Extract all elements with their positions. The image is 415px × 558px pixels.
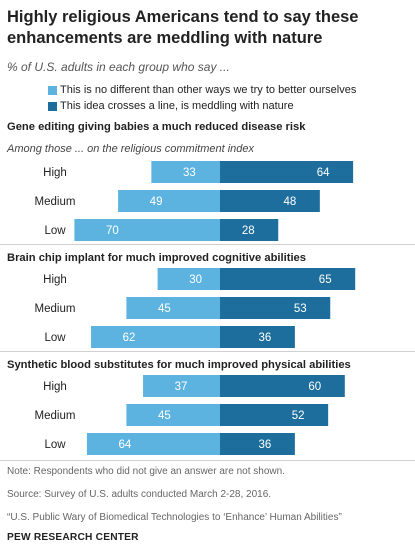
bar-no-different (74, 219, 221, 241)
bar-value-label: 48 (283, 196, 296, 208)
bar-value-label: 37 (175, 381, 188, 393)
bar-value-label: 60 (308, 381, 321, 393)
footnote: Note: Respondents who did not give an an… (7, 466, 285, 477)
bar-value-label: 65 (319, 274, 332, 286)
bar-value-label: 64 (317, 167, 330, 179)
legend-item-no-different: This is no different than other ways we … (48, 82, 356, 98)
bar-crosses-line (220, 297, 331, 319)
report-title: “U.S. Public Wary of Biomedical Technolo… (7, 512, 342, 523)
bar-value-label: 36 (258, 332, 271, 344)
bar-value-label: 62 (123, 332, 136, 344)
bar-crosses-line (220, 326, 295, 348)
bar-no-different (118, 190, 220, 212)
category-label: Medium (35, 196, 76, 208)
legend-swatch-left (48, 85, 57, 95)
legend-item-crosses-line: This idea crosses a line, is meddling wi… (48, 98, 356, 114)
bar-value-label: 30 (189, 274, 202, 286)
category-label: Low (44, 332, 66, 344)
source-note: Source: Survey of U.S. adults conducted … (7, 489, 272, 500)
bar-crosses-line (220, 375, 345, 397)
category-label: Medium (35, 410, 76, 422)
bar-no-different (91, 326, 220, 348)
bar-no-different (126, 297, 220, 319)
section-title-synthetic-blood: Synthetic blood substitutes for much imp… (7, 359, 351, 371)
category-label: Medium (35, 303, 76, 315)
legend: This is no different than other ways we … (48, 82, 356, 114)
category-label: High (43, 274, 67, 286)
section-subtitle-religious-index: Among those ... on the religious commitm… (7, 143, 255, 155)
category-label: High (43, 167, 67, 179)
bar-value-label: 45 (158, 410, 171, 422)
category-label: High (43, 381, 67, 393)
footer-divider (0, 460, 415, 461)
legend-swatch-right (48, 101, 57, 111)
bar-value-label: 49 (150, 196, 163, 208)
section-divider (0, 351, 415, 352)
pew-research-logo-text: PEW RESEARCH CENTER (7, 532, 139, 543)
bar-no-different (151, 161, 220, 183)
bar-value-label: 28 (242, 225, 255, 237)
bar-value-label: 64 (118, 439, 131, 451)
bar-crosses-line (220, 190, 320, 212)
bar-crosses-line (220, 433, 295, 455)
bar-value-label: 53 (294, 303, 307, 315)
section-title-brain-chip: Brain chip implant for much improved cog… (7, 252, 307, 264)
bar-crosses-line (220, 219, 279, 241)
section-divider (0, 244, 415, 245)
bar-value-label: 52 (292, 410, 305, 422)
bar-value-label: 33 (183, 167, 196, 179)
legend-label-right: This idea crosses a line, is meddling wi… (60, 100, 294, 112)
bar-crosses-line (220, 404, 329, 426)
bar-crosses-line (220, 161, 354, 183)
chart-title: Highly religious Americans tend to say t… (7, 8, 359, 47)
bar-value-label: 45 (158, 303, 171, 315)
legend-label-left: This is no different than other ways we … (60, 84, 357, 96)
category-label: Low (44, 225, 66, 237)
bar-value-label: 36 (258, 439, 271, 451)
bar-no-different (126, 404, 220, 426)
bar-no-different (157, 268, 220, 290)
chart-subtitle: % of U.S. adults in each group who say .… (7, 60, 230, 74)
bar-no-different (143, 375, 220, 397)
category-label: Low (44, 439, 66, 451)
bar-crosses-line (220, 268, 356, 290)
bar-no-different (86, 433, 220, 455)
section-title-gene-editing: Gene editing giving babies a much reduce… (7, 121, 306, 133)
bar-value-label: 70 (106, 225, 119, 237)
